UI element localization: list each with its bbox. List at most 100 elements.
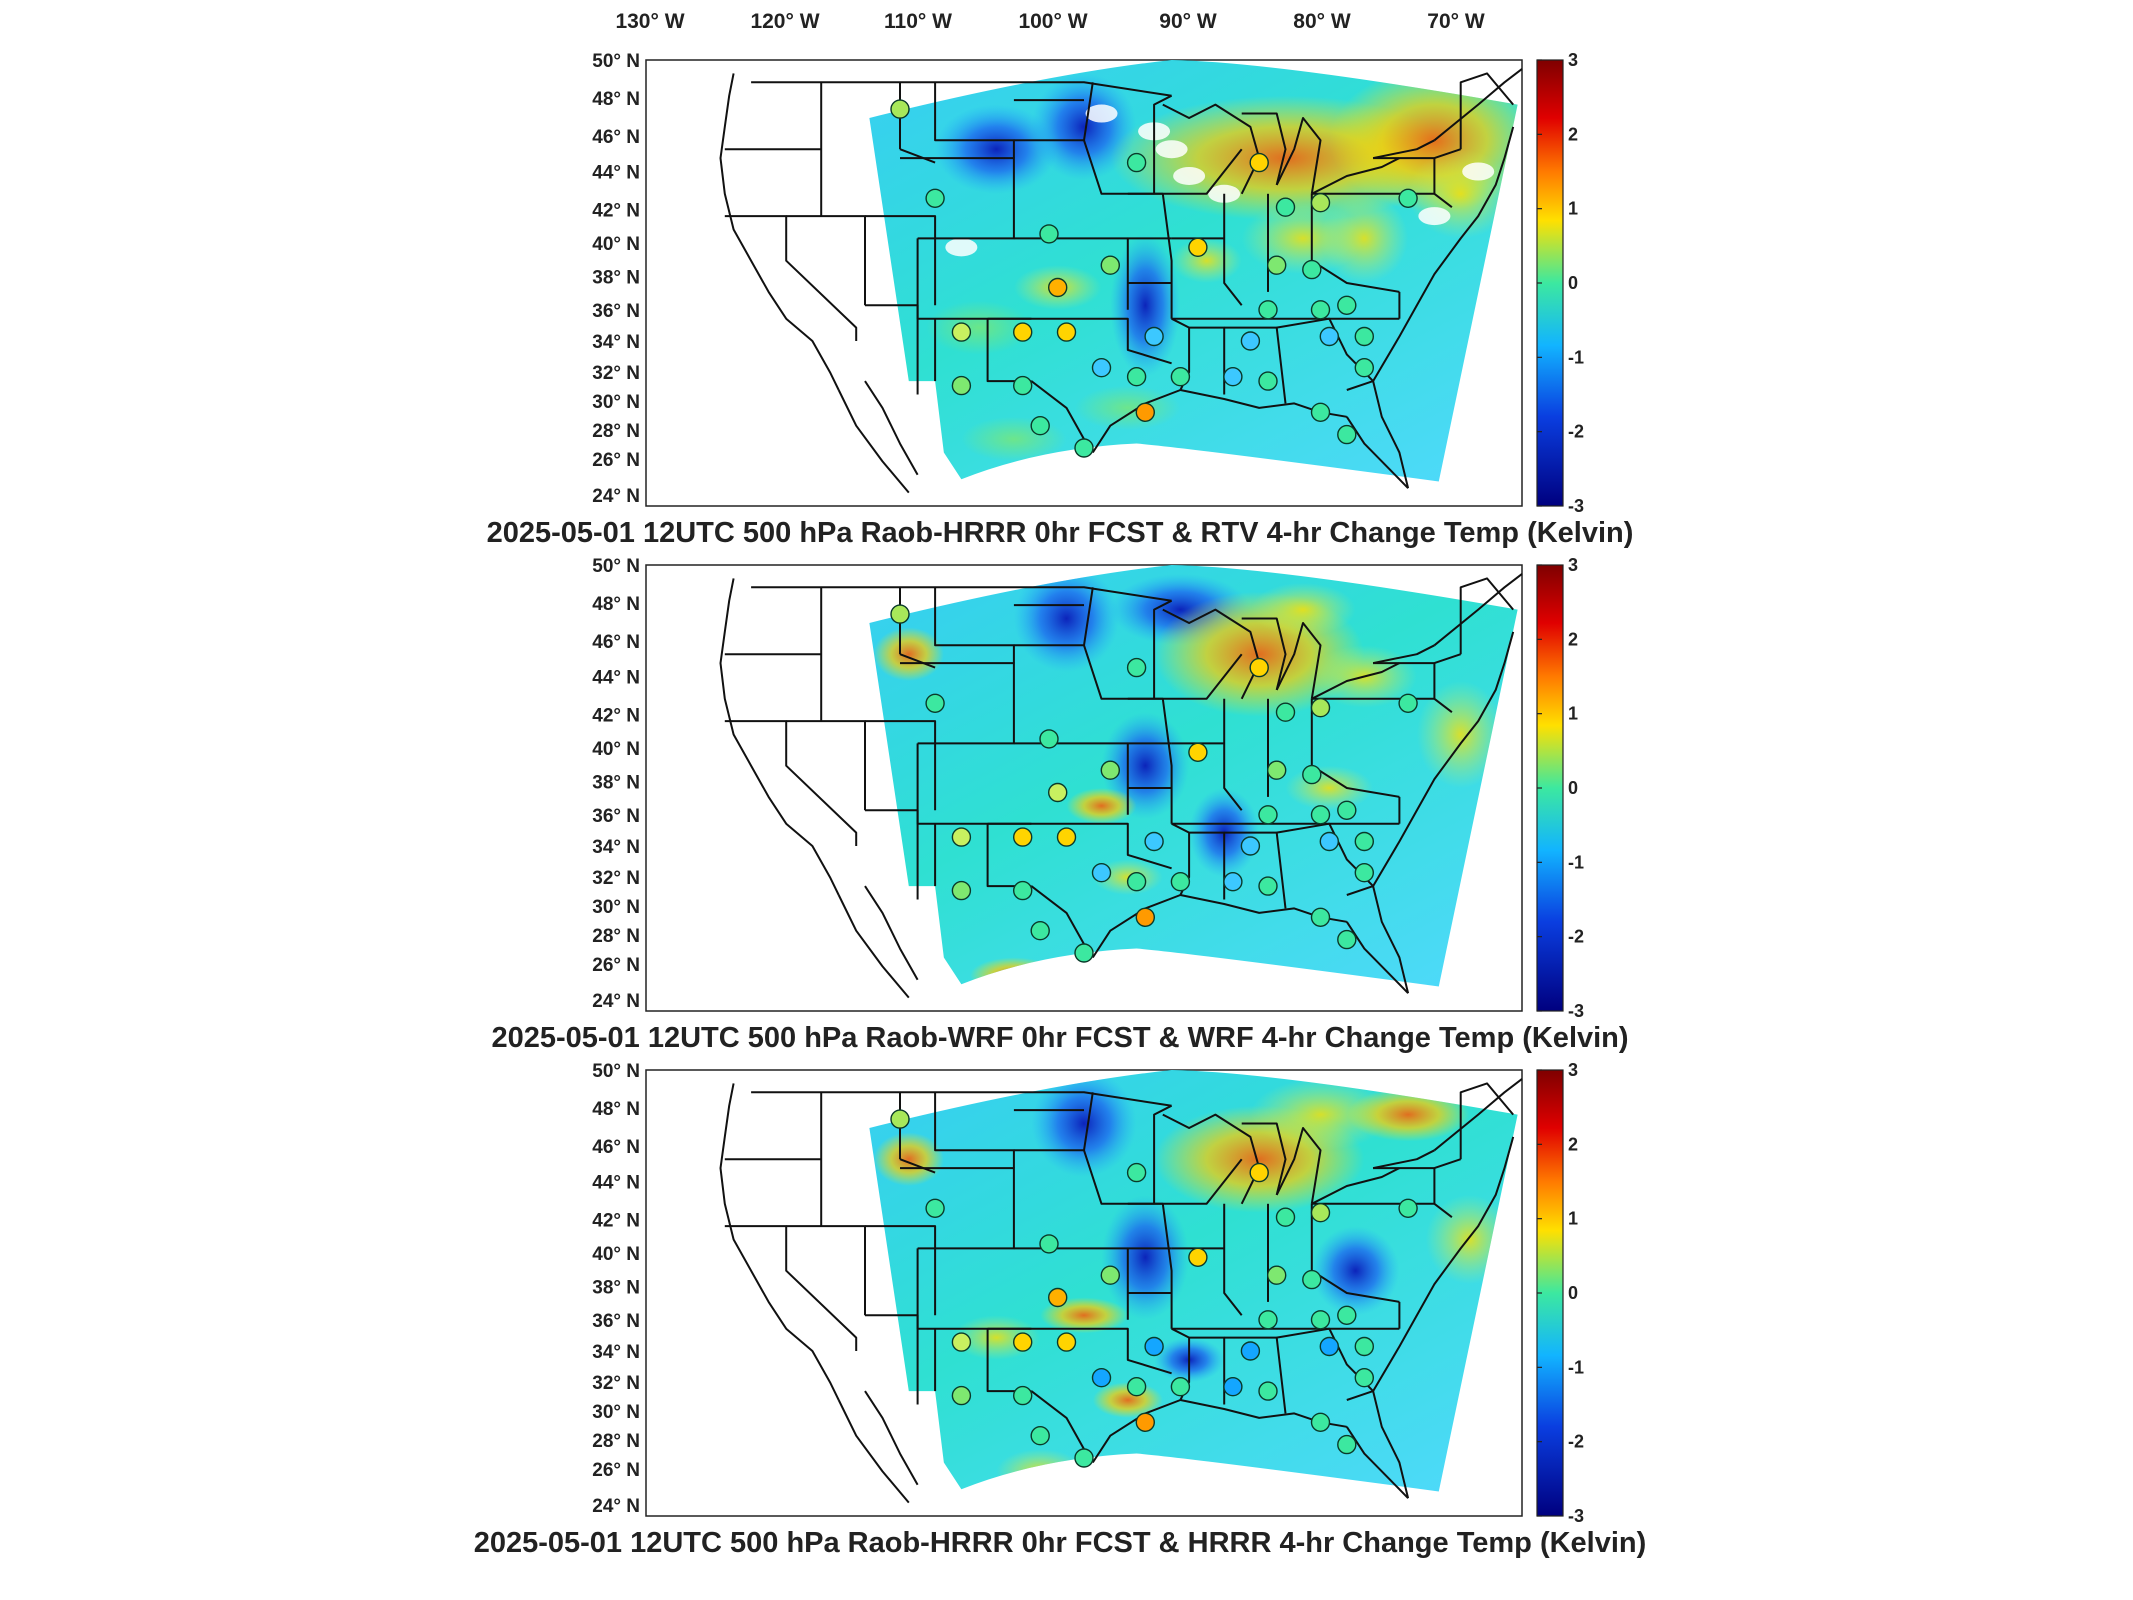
longitude-tick-label: 120° W (750, 10, 819, 33)
raob-station-marker (1144, 1336, 1164, 1357)
map-panel: 50° N 48° N 46° N 44° N 42° N 40° N 38° N 36° N… (474, 1060, 1647, 1559)
raob-station-marker (1354, 831, 1375, 852)
raob-station-marker (1240, 1341, 1261, 1361)
latitude-tick-label: 42° N (592, 1210, 640, 1231)
raob-station-marker (1319, 326, 1340, 347)
raob-station-marker (1310, 907, 1331, 927)
latitude-tick-label: 24° N (592, 991, 640, 1012)
raob-station-marker (1354, 1367, 1375, 1388)
raob-station-marker (951, 322, 972, 342)
colorbar-tick-label: -1 (1568, 852, 1584, 872)
raob-station-marker (1135, 907, 1156, 927)
longitude-axis: 130° W 120° W 110° W 100° W 90° W 80° W 70° W (615, 10, 1484, 33)
raob-station-marker (1398, 188, 1418, 209)
raob-station-marker (1310, 1412, 1331, 1433)
latitude-tick-label: 42° N (592, 705, 640, 726)
raob-station-marker (1013, 375, 1033, 396)
latitude-tick-label: 36° N (592, 1311, 640, 1332)
raob-station-marker (1135, 1412, 1156, 1433)
panel-title: 2025-05-01 12UTC 500 hPa Raob-HRRR 0hr F… (474, 1527, 1647, 1559)
raob-station-marker (1100, 255, 1121, 275)
colorbar-tick-label: -2 (1568, 422, 1584, 442)
colorbar-tick-label: 2 (1568, 1134, 1578, 1154)
latitude-tick-label: 50° N (592, 556, 640, 577)
raob-station-marker (1091, 1367, 1112, 1388)
colorbar-tick-label: -3 (1568, 496, 1584, 516)
latitude-tick-label: 24° N (592, 1496, 640, 1517)
raob-station-marker (1100, 760, 1121, 780)
raob-station-marker (1170, 367, 1191, 387)
raob-station-marker (1258, 300, 1278, 320)
raob-station-marker (1337, 424, 1357, 445)
raob-station-marker (1074, 1448, 1094, 1468)
latitude-tick-label: 26° N (592, 1460, 640, 1481)
longitude-tick-label: 90° W (1159, 10, 1217, 33)
latitude-tick-label: 28° N (592, 926, 640, 947)
raob-station-marker (1354, 863, 1375, 883)
latitude-tick-label: 34° N (592, 1342, 640, 1363)
panel-title: 2025-05-01 12UTC 500 hPa Raob-HRRR 0hr F… (487, 517, 1634, 549)
raob-station-marker (1249, 1162, 1269, 1183)
raob-station-marker (1188, 237, 1208, 258)
longitude-tick-label: 100° W (1018, 10, 1087, 33)
raob-station-marker (1275, 197, 1296, 217)
raob-station-marker (1039, 729, 1059, 749)
map-panel: 50° N 48° N 46° N 44° N 42° N 40° N 38° N 36° N… (487, 50, 1634, 549)
raob-station-marker (1030, 921, 1050, 941)
latitude-tick-label: 30° N (592, 392, 640, 413)
raob-station-marker (1337, 800, 1357, 820)
raob-station-marker (1319, 1336, 1340, 1357)
raob-station-marker (1144, 326, 1164, 347)
latitude-tick-label: 32° N (592, 868, 640, 889)
raob-station-marker (1126, 152, 1147, 173)
raob-station-marker (1170, 872, 1191, 892)
raob-station-marker (1275, 1207, 1296, 1227)
colorbar-tick-label: 0 (1568, 1283, 1578, 1303)
colorbar-tick-label: 3 (1568, 1060, 1578, 1080)
colorbar-tick-label: 3 (1568, 555, 1578, 575)
raob-station-marker (1047, 782, 1068, 803)
colorbar-tick-label: 3 (1568, 50, 1578, 70)
raob-station-marker (1398, 1198, 1418, 1219)
raob-station-marker (1223, 872, 1243, 892)
raob-station-marker (1091, 358, 1112, 378)
latitude-tick-label: 26° N (592, 450, 640, 471)
latitude-tick-label: 50° N (592, 1061, 640, 1082)
colorbar-tick-label: -2 (1568, 927, 1584, 947)
raob-station-marker (1310, 402, 1331, 422)
raob-station-marker (1310, 805, 1331, 825)
raob-station-marker (1047, 277, 1068, 298)
raob-station-marker (1258, 876, 1278, 896)
raob-station-marker (1170, 1376, 1191, 1397)
raob-station-marker (1302, 1269, 1322, 1290)
latitude-tick-label: 36° N (592, 806, 640, 827)
latitude-tick-label: 38° N (592, 267, 640, 288)
raob-station-marker (1337, 1305, 1357, 1326)
raob-station-marker (890, 1109, 910, 1129)
latitude-tick-label: 28° N (592, 421, 640, 442)
latitude-tick-label: 32° N (592, 1373, 640, 1394)
latitude-tick-label: 48° N (592, 89, 640, 110)
latitude-tick-label: 40° N (592, 739, 640, 760)
latitude-tick-label: 38° N (592, 1277, 640, 1298)
raob-station-marker (1013, 880, 1033, 901)
raob-station-marker (1074, 943, 1094, 963)
raob-station-marker (1310, 1202, 1331, 1223)
colorbar-tick-label: 0 (1568, 273, 1578, 293)
raob-station-marker (1319, 831, 1340, 852)
raob-station-marker (1126, 1162, 1147, 1183)
raob-station-marker (951, 827, 972, 847)
latitude-tick-label: 40° N (592, 1244, 640, 1265)
station-markers (890, 99, 1418, 458)
raob-station-marker (1240, 836, 1261, 856)
raob-station-marker (1266, 760, 1287, 780)
raob-station-marker (1249, 152, 1269, 173)
raob-station-marker (1056, 322, 1077, 342)
station-markers (890, 1109, 1418, 1468)
raob-station-marker (925, 693, 945, 713)
raob-station-marker (1223, 1376, 1243, 1397)
raob-station-marker (925, 188, 945, 209)
raob-station-marker (1135, 402, 1156, 422)
latitude-tick-label: 30° N (592, 897, 640, 918)
